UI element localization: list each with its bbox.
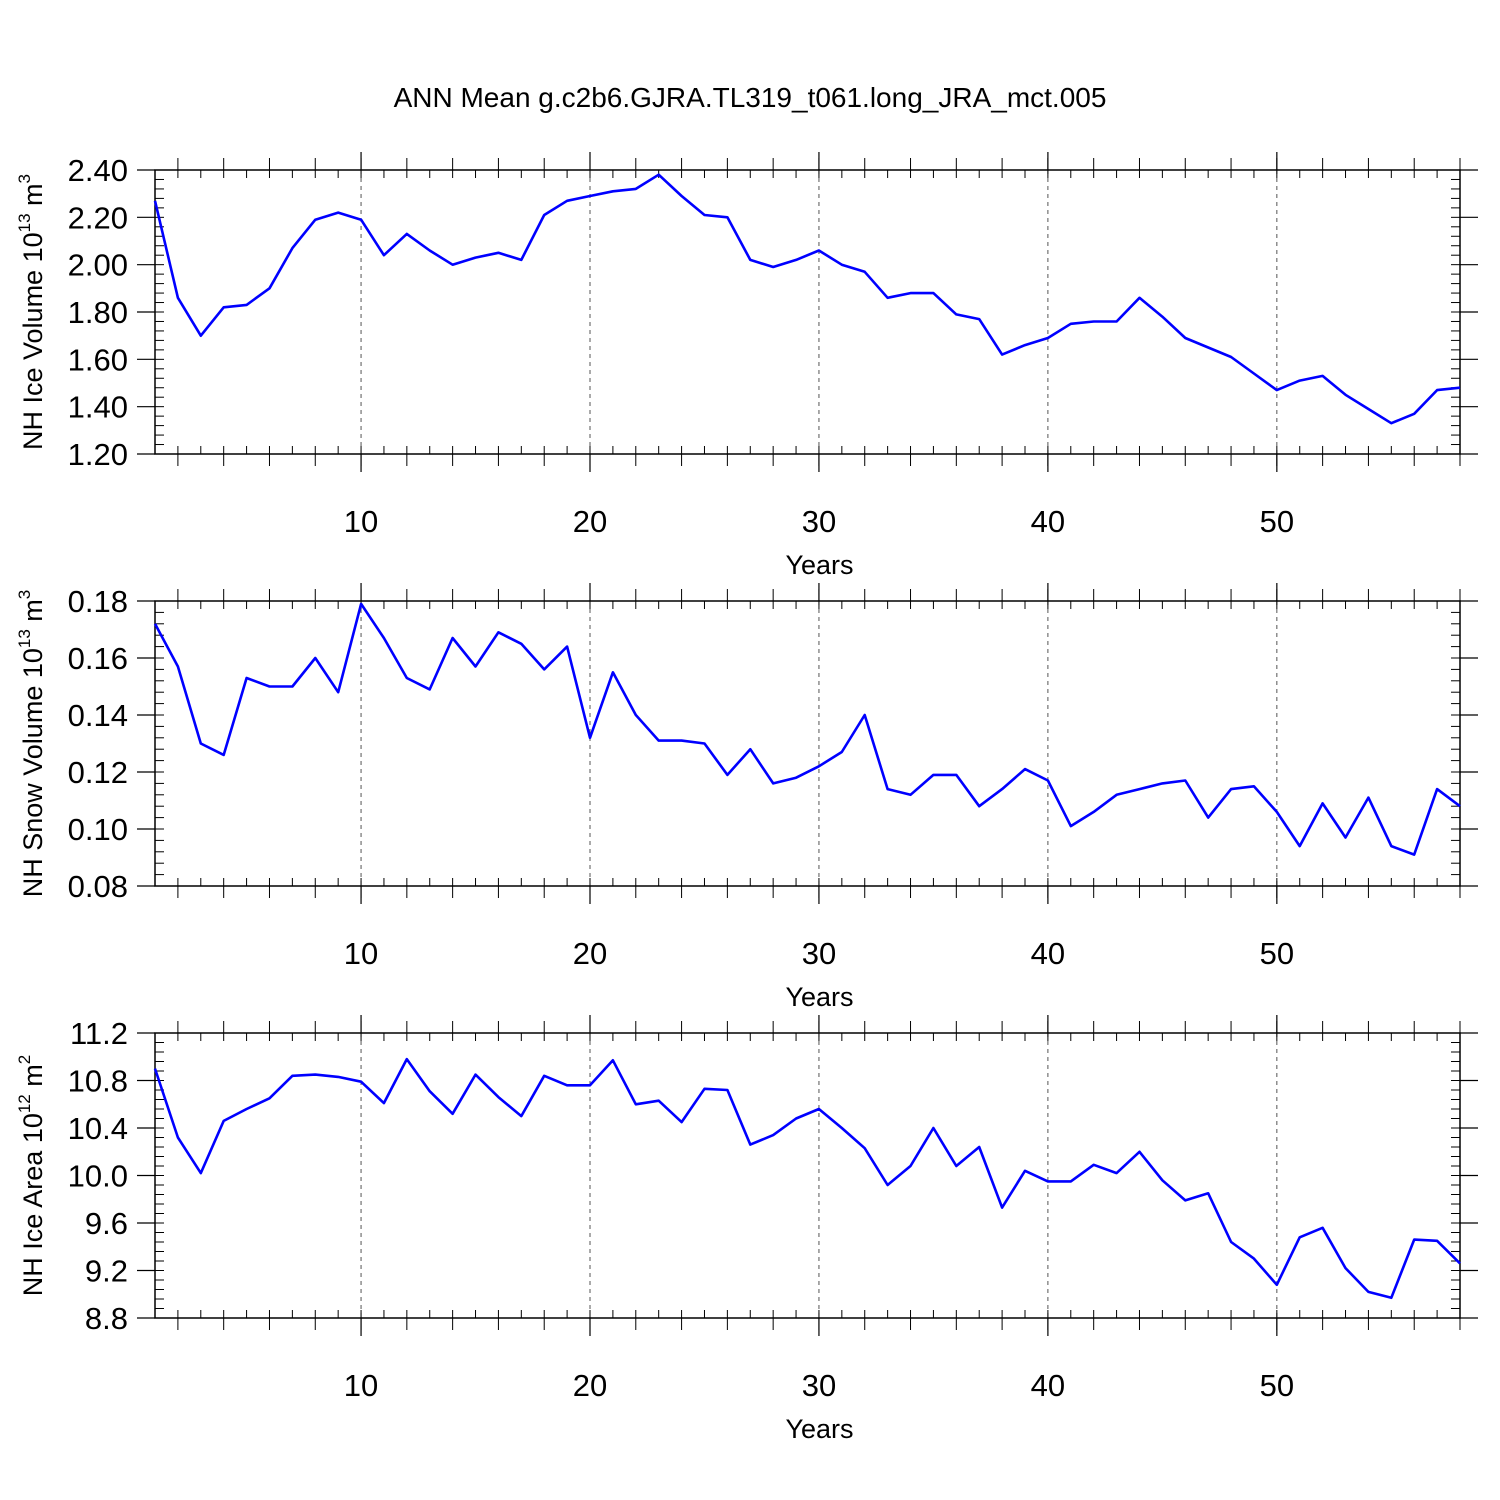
- y-tick-label-2: 0.12: [68, 755, 128, 790]
- x-tick-label-1: 20: [573, 936, 607, 971]
- plot-frame: [154, 1032, 1461, 1319]
- x-axis-label: Years: [785, 982, 853, 1012]
- data-line-1: [153, 173, 1461, 425]
- y-tick-label-3: 0.14: [68, 698, 128, 733]
- data-line-2: [153, 602, 1461, 856]
- y-tick-label-0: 8.8: [85, 1301, 128, 1336]
- x-tick-label-4: 50: [1260, 936, 1294, 971]
- x-tick-label-2: 30: [802, 1368, 836, 1403]
- y-tick-label-1: 0.10: [68, 812, 128, 847]
- x-tick-label-1: 20: [573, 1368, 607, 1403]
- x-tick-label-4: 50: [1260, 504, 1294, 539]
- x-tick-label-1: 20: [573, 504, 607, 539]
- x-tick-label-4: 50: [1260, 1368, 1294, 1403]
- x-tick-label-3: 40: [1031, 936, 1065, 971]
- y-tick-label-4: 10.4: [68, 1111, 128, 1146]
- x-tick-label-0: 10: [344, 1368, 378, 1403]
- y-tick-label-6: 2.40: [68, 153, 128, 188]
- chart-panel-2: 0.08 0.10 0.12 0.14 0.16 0.18 10 20 30 40 50 Years N…: [15, 583, 1478, 1012]
- plot-frame: [154, 600, 1461, 887]
- chart-title: ANN Mean g.c2b6.GJRA.TL319_t061.long_JRA…: [394, 82, 1107, 113]
- y-tick-label-5: 10.8: [68, 1064, 128, 1099]
- x-axis-label: Years: [785, 550, 853, 580]
- y-tick-label-5: 0.18: [68, 584, 128, 619]
- chart-panel-3: 8.8 9.2 9.6 10.0 10.4 10.8 11.2 10 20 30 40 50 Years…: [15, 1015, 1478, 1444]
- x-tick-label-0: 10: [344, 936, 378, 971]
- chart-panel-1: 1.20 1.40 1.60 1.80 2.00 2.20 2.40 10 20 30 40 50 Ye…: [15, 152, 1478, 580]
- y-axis-label: NH Snow Volume 1013 m3: [15, 590, 48, 898]
- y-tick-label-4: 2.00: [68, 248, 128, 283]
- y-tick-label-0: 0.08: [68, 869, 128, 904]
- y-tick-label-3: 1.80: [68, 295, 128, 330]
- y-tick-label-6: 11.2: [70, 1016, 128, 1051]
- y-tick-label-2: 9.6: [85, 1206, 128, 1241]
- y-tick-label-4: 0.16: [68, 641, 128, 676]
- y-axis-label: NH Ice Area 1012 m2: [15, 1055, 48, 1296]
- x-tick-label-0: 10: [344, 504, 378, 539]
- y-tick-label-1: 9.2: [85, 1254, 128, 1289]
- x-tick-label-2: 30: [802, 504, 836, 539]
- x-tick-label-3: 40: [1031, 1368, 1065, 1403]
- y-tick-label-2: 1.60: [68, 342, 128, 377]
- y-tick-label-3: 10.0: [68, 1159, 128, 1194]
- y-tick-label-5: 2.20: [68, 200, 128, 235]
- x-axis-label: Years: [785, 1414, 853, 1444]
- data-line-3: [153, 1057, 1461, 1300]
- y-axis-label: NH Ice Volume 1013 m3: [15, 174, 48, 450]
- x-tick-label-3: 40: [1031, 504, 1065, 539]
- x-tick-label-2: 30: [802, 936, 836, 971]
- plot-frame: [154, 169, 1461, 455]
- y-tick-label-0: 1.20: [68, 437, 128, 472]
- y-tick-label-1: 1.40: [68, 390, 128, 425]
